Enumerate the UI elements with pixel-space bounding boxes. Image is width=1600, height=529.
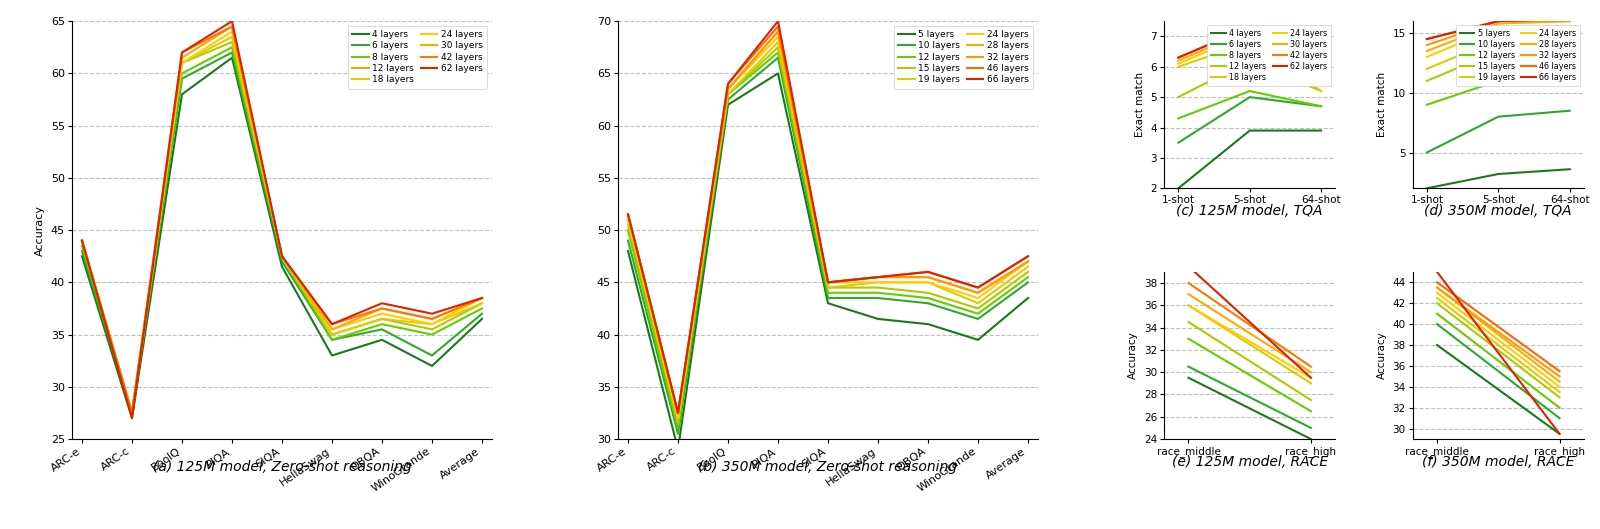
Y-axis label: Accuracy: Accuracy xyxy=(1378,332,1387,379)
Y-axis label: Accuracy: Accuracy xyxy=(35,205,45,256)
Y-axis label: Exact match: Exact match xyxy=(1378,72,1387,138)
Legend: 4 layers, 6 layers, 8 layers, 12 layers, 18 layers, 24 layers, 30 layers, 42 lay: 4 layers, 6 layers, 8 layers, 12 layers,… xyxy=(1208,25,1331,86)
Text: (a) 125M model, Zero-shot reasoning: (a) 125M model, Zero-shot reasoning xyxy=(152,460,411,474)
Legend: 5 layers, 10 layers, 12 layers, 15 layers, 19 layers, 24 layers, 28 layers, 32 l: 5 layers, 10 layers, 12 layers, 15 layer… xyxy=(1456,25,1579,86)
Legend: 4 layers, 6 layers, 8 layers, 12 layers, 18 layers, 24 layers, 30 layers, 42 lay: 4 layers, 6 layers, 8 layers, 12 layers,… xyxy=(347,26,488,89)
Text: (b) 350M model, Zero-shot reasoning: (b) 350M model, Zero-shot reasoning xyxy=(699,460,957,474)
Y-axis label: Exact match: Exact match xyxy=(1134,72,1146,138)
Y-axis label: Accuracy: Accuracy xyxy=(1128,332,1138,379)
Legend: 5 layers, 10 layers, 12 layers, 15 layers, 19 layers, 24 layers, 28 layers, 32 l: 5 layers, 10 layers, 12 layers, 15 layer… xyxy=(894,26,1034,89)
Text: (e) 125M model, RACE: (e) 125M model, RACE xyxy=(1171,455,1328,469)
Text: (c) 125M model, TQA: (c) 125M model, TQA xyxy=(1176,204,1323,218)
Text: (f) 350M model, RACE: (f) 350M model, RACE xyxy=(1422,455,1574,469)
Text: (d) 350M model, TQA: (d) 350M model, TQA xyxy=(1424,204,1573,218)
